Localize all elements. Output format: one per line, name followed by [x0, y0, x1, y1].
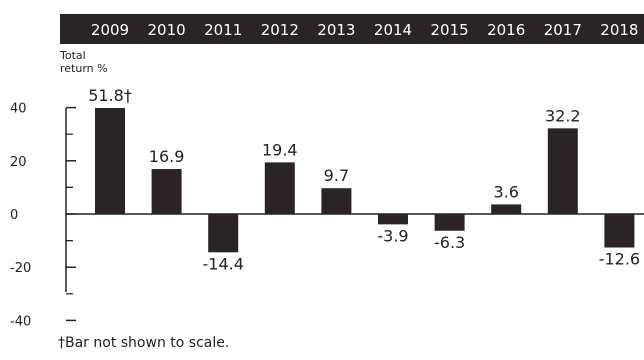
bar-2014: [378, 214, 408, 225]
data-label-2013: 9.7: [324, 166, 349, 185]
y-tick-label: 40: [10, 102, 27, 117]
data-label-2011: -14.4: [202, 254, 243, 273]
data-label-2015: -6.3: [434, 233, 465, 252]
year-label-2010: 2010: [148, 21, 186, 39]
y-tick-label: -40: [10, 314, 31, 329]
bar-2010: [151, 169, 182, 214]
y-axis-label-line2: return %: [60, 62, 108, 75]
bar-2018: [604, 214, 635, 248]
year-label-2012: 2012: [261, 21, 299, 39]
y-axis-ticks: 40 20 0 -20 -40: [10, 102, 76, 329]
year-label-2011: 2011: [204, 21, 242, 39]
bar-2013: [321, 188, 352, 214]
year-label-2016: 2016: [487, 21, 525, 39]
y-tick-label: 0: [10, 208, 18, 223]
data-label-2017: 32.2: [545, 106, 581, 125]
data-label-2010: 16.9: [149, 147, 185, 166]
y-tick-label: 20: [10, 155, 27, 170]
bar-2011: [208, 214, 239, 253]
data-label-2014: -3.9: [377, 226, 408, 245]
bar-2009: [95, 108, 125, 214]
year-label-2013: 2013: [317, 21, 355, 39]
year-header-band: [60, 14, 644, 44]
data-labels: 51.8† 16.9 -14.4 19.4 9.7 -3.9 -6.3 3.6 32.2 -12.…: [88, 86, 640, 273]
data-label-2012: 19.4: [262, 140, 298, 159]
footnote: †Bar not shown to scale.: [58, 335, 230, 351]
bar-2017: [547, 128, 578, 214]
y-axis-label-line1: Total: [59, 49, 86, 62]
bars: [95, 108, 635, 253]
data-label-2016: 3.6: [493, 182, 518, 201]
y-tick-label: -20: [10, 261, 31, 276]
year-label-2018: 2018: [600, 21, 638, 39]
year-labels: 2009 2010 2011 2012 2013 2014 2015 2016 2017 2018: [91, 21, 639, 39]
year-label-2017: 2017: [544, 21, 582, 39]
data-label-2018: -12.6: [599, 250, 640, 269]
bar-2015: [434, 214, 465, 231]
year-label-2015: 2015: [431, 21, 469, 39]
data-label-2009: 51.8†: [88, 86, 132, 105]
bar-2016: [491, 204, 522, 214]
year-label-2014: 2014: [374, 21, 412, 39]
year-label-2009: 2009: [91, 21, 129, 39]
bar-2012: [264, 162, 295, 214]
